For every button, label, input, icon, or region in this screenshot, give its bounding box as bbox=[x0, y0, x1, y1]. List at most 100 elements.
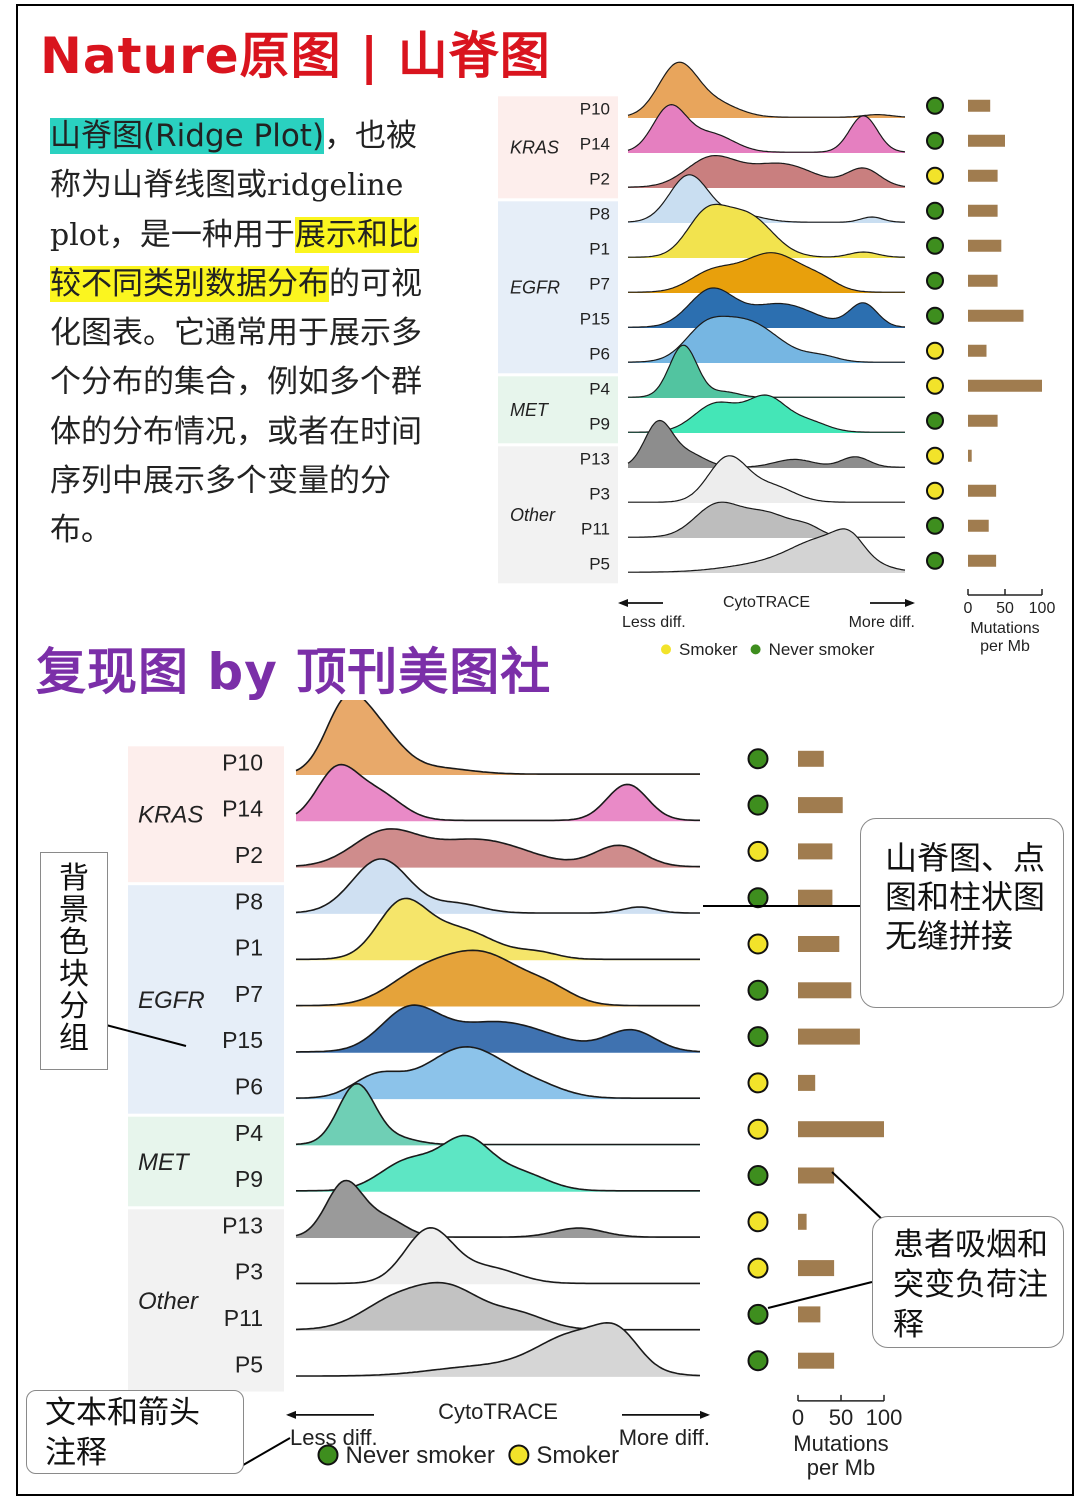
smoking-status-dot bbox=[926, 551, 944, 570]
ridge-line bbox=[296, 1321, 701, 1377]
mutation-bar bbox=[968, 239, 1002, 252]
smoking-status-dot bbox=[747, 1303, 769, 1325]
smoking-status-dot bbox=[926, 481, 944, 500]
bar-axis-tick-label: 0 bbox=[792, 1405, 804, 1430]
legend-label: Smoker bbox=[536, 1442, 619, 1469]
bar-axis-tick-label: 100 bbox=[1029, 600, 1056, 617]
ridge-fill bbox=[296, 1227, 700, 1285]
patient-label: P9 bbox=[589, 415, 610, 434]
mutation-bar bbox=[968, 414, 998, 427]
intro-part: 的可视化图表。它通常用于展示多个分布的集合，例如多个群体的分布情况，或者在时间序… bbox=[50, 265, 422, 549]
mutation-bar bbox=[968, 519, 989, 532]
patient-label: P14 bbox=[222, 796, 263, 822]
patient-label: P7 bbox=[589, 275, 610, 294]
callout-arrows: 文本和箭头注释 bbox=[26, 1390, 244, 1474]
patient-label: P11 bbox=[224, 1305, 263, 1331]
ridge-fill bbox=[296, 950, 700, 1007]
ridge-line bbox=[628, 155, 906, 188]
patient-label: P6 bbox=[235, 1073, 263, 1099]
ridge-fill bbox=[296, 1322, 700, 1377]
mutation-bar bbox=[798, 1306, 821, 1323]
more-diff-label: More diff. bbox=[849, 614, 915, 631]
mutation-bar bbox=[798, 889, 833, 906]
patient-label: P7 bbox=[235, 981, 263, 1007]
legend-swatch bbox=[317, 1444, 339, 1466]
ridge-line bbox=[295, 858, 700, 914]
smoking-status-dot bbox=[747, 979, 769, 1001]
bar-axis-tick-label: 100 bbox=[866, 1405, 903, 1430]
patient-label: P11 bbox=[581, 520, 610, 539]
ridge-line bbox=[627, 61, 906, 118]
heading-recreated: 复现图 by 顶刊美图社 bbox=[36, 643, 552, 701]
patient-label: P5 bbox=[589, 555, 610, 574]
patient-label: P14 bbox=[580, 135, 610, 154]
mutation-bar bbox=[798, 1213, 807, 1230]
ridge-line bbox=[296, 949, 700, 1007]
smoking-status-dot bbox=[747, 1026, 769, 1048]
mutation-bar bbox=[968, 99, 991, 112]
group-label: EGFR bbox=[138, 987, 205, 1014]
legend-swatch bbox=[661, 644, 671, 655]
mutation-bar bbox=[968, 379, 1042, 392]
legend-label: Smoker bbox=[679, 640, 738, 659]
ridge-fill bbox=[296, 1135, 700, 1192]
smoking-status-dot bbox=[747, 887, 769, 909]
group-background bbox=[498, 201, 618, 374]
smoking-status-dot bbox=[926, 271, 944, 290]
ridge-fill bbox=[628, 420, 905, 468]
ridge-line bbox=[295, 1179, 700, 1238]
ridge-fill bbox=[628, 455, 905, 503]
intro-part: ，也被称为 bbox=[50, 118, 418, 204]
smoking-status-dot bbox=[747, 1118, 769, 1140]
patient-label: P15 bbox=[580, 310, 610, 329]
patient-label: P9 bbox=[235, 1166, 263, 1192]
ridge-fill bbox=[296, 1083, 700, 1146]
ridge-line bbox=[295, 1281, 700, 1331]
mutation-bar bbox=[968, 449, 972, 462]
patient-label: P2 bbox=[235, 842, 263, 868]
intro-english-term: ridgeline plot bbox=[50, 168, 404, 253]
ridge-line bbox=[628, 315, 905, 363]
group-background bbox=[128, 885, 284, 1114]
smoking-status-dot bbox=[747, 794, 769, 816]
ridge-line bbox=[296, 897, 700, 961]
smoking-status-dot bbox=[926, 96, 944, 115]
smoking-status-dot bbox=[926, 131, 944, 150]
mutation-bar bbox=[968, 484, 997, 497]
ridge-fill bbox=[628, 174, 905, 223]
group-label: Other bbox=[138, 1288, 199, 1315]
ridge-fill bbox=[628, 316, 905, 363]
bar-axis-tick-label: 0 bbox=[964, 600, 973, 617]
ridge-fill bbox=[628, 252, 905, 293]
mutation-bar bbox=[798, 1260, 835, 1277]
ridge-line bbox=[628, 287, 906, 328]
group-label: Other bbox=[510, 505, 556, 525]
mutation-bar bbox=[968, 169, 998, 182]
mutation-bar bbox=[968, 204, 998, 217]
intro-text: 山脊图(Ridge Plot)，也被称为山脊线图或ridgeline plot，… bbox=[50, 112, 430, 556]
intro-alias: 山脊线图或 bbox=[112, 167, 267, 204]
mutation-bar bbox=[968, 309, 1024, 322]
mutation-bar bbox=[798, 982, 852, 999]
less-diff-label: Less diff. bbox=[622, 614, 686, 631]
mutation-bar bbox=[798, 1352, 835, 1369]
bar-axis-label: Mutations bbox=[793, 1431, 888, 1456]
ridge-line bbox=[628, 252, 905, 293]
group-label: EGFR bbox=[510, 278, 560, 298]
patient-label: P8 bbox=[235, 888, 263, 914]
x-axis-title: CytoTRACE bbox=[438, 1399, 558, 1424]
ridge-fill bbox=[628, 204, 905, 258]
smoking-status-dot bbox=[926, 341, 944, 360]
callout-annotation: 患者吸烟和突变负荷注释 bbox=[872, 1216, 1064, 1348]
patient-label: P3 bbox=[235, 1259, 263, 1285]
intro-part: ，是一种用于 bbox=[108, 216, 295, 253]
legend-label: Never smoker bbox=[346, 1442, 495, 1469]
smoking-status-dot bbox=[747, 933, 769, 955]
ridge-line bbox=[628, 501, 905, 538]
original-ridge-chart: KRAS EGFR MET Other P10 P14 P2 P8 P1 P7 P15 P6 P4 P9 P… bbox=[498, 61, 1056, 659]
ridge-fill bbox=[296, 1282, 700, 1331]
legend-label: Never smoker bbox=[769, 640, 875, 659]
smoking-status-dot bbox=[926, 411, 944, 430]
ridge-fill bbox=[628, 395, 905, 433]
